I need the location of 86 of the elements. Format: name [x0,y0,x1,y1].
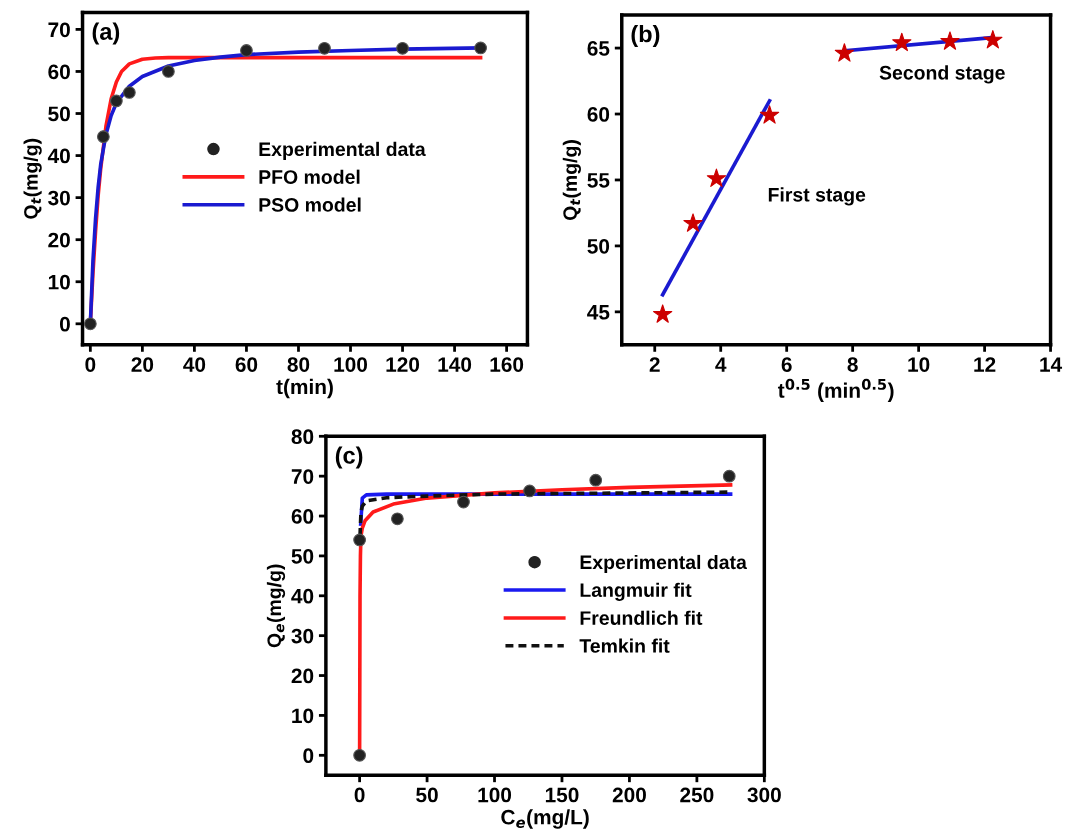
x-tick-label: 250 [680,787,714,803]
annotation: First stage [768,187,866,206]
y-tick-label: 10 [292,708,314,724]
y-tick-label: 50 [291,548,314,564]
y-tick-label: 50 [587,238,610,254]
point [96,130,110,144]
point [391,512,404,526]
point [353,748,366,762]
x-tick-label: 40 [183,357,206,372]
y-tick-label: 20 [291,668,314,684]
x-tick-label: 160 [490,357,524,372]
y-tick-label: 10 [48,274,70,290]
x-tick-label: 200 [612,787,646,803]
x-tick-label: 8 [847,357,858,372]
legend-label: Experimental data [580,554,747,574]
y-tick-label: 20 [48,232,70,248]
y-tick-label: 50 [48,106,70,122]
y-tick-label: 60 [291,509,314,524]
y-tick-label: 70 [48,22,70,38]
x-tick-label: 0 [85,357,96,372]
point [940,31,960,50]
x-tick-label: 2 [649,357,660,372]
x-tick-label: 100 [334,357,368,372]
point [110,94,123,108]
x-tick-label: 140 [438,357,472,372]
x-tick-label: 10 [908,357,930,372]
point [523,484,536,498]
x-tick-label: 150 [545,787,579,803]
y-tick-label: 30 [48,190,70,206]
point [83,317,97,331]
point [123,86,136,99]
x-tick-label: 60 [235,357,258,372]
chart-title: (c) [335,446,363,469]
x-tick-label: 100 [478,787,512,803]
y-tick-label: 65 [587,41,610,56]
point [759,105,780,124]
legend-label: PFO model [259,169,360,184]
y-tick-label: 40 [291,588,314,604]
y-tick-label: 40 [47,148,70,164]
point [653,304,673,323]
legend-label: Freundlich fit [580,610,703,625]
point [162,65,175,78]
y-tick-label: 55 [587,173,610,188]
point [240,44,253,57]
chart-title: (b) [631,24,660,47]
x-axis-title: t$^{0.5}$ (min$^{0.5}$) [777,378,894,402]
x-tick-label: 50 [416,787,438,803]
point [474,41,487,55]
y-tick-label: 80 [291,429,314,445]
point [353,533,366,547]
legend-label: Experimental data [259,141,426,160]
point [396,41,409,55]
x-tick-label: 20 [131,357,154,372]
x-axis-title: C$_{e}$(mg/L) [501,809,589,829]
legend-label: Temkin fit [579,638,670,653]
point [706,168,727,187]
y-tick-label: 60 [48,64,70,80]
y-axis-title: Q$_{t}$(mg/g) [562,140,581,221]
point [318,41,331,55]
annotation: Second stage [879,65,1005,84]
point [683,213,703,232]
point [834,43,855,62]
chart-title: (a) [92,22,120,45]
x-axis-title: t(min) [276,378,333,399]
y-tick-label: 70 [291,469,314,484]
y-tick-label: 45 [587,305,610,320]
legend-label: PSO model [259,197,361,212]
point [589,473,603,487]
x-tick-label: 14 [1040,357,1063,372]
y-axis-title: Q$_{e}$(mg/g) [266,564,286,648]
point [983,30,1003,49]
y-tick-label: 30 [291,628,314,644]
legend-label: Langmuir fit [580,582,692,601]
y-tick-label: 0 [59,316,70,332]
x-tick-label: 6 [781,357,792,372]
point [722,469,736,483]
y-tick-label: 60 [587,107,610,122]
x-tick-label: 4 [715,357,727,372]
point [892,32,912,52]
point [457,495,470,509]
y-tick-label: 0 [303,748,314,764]
x-tick-label: 12 [974,357,996,372]
y-axis-title: Q$_{t}$(mg/g) [23,138,42,219]
x-tick-label: 0 [354,787,365,803]
x-tick-label: 300 [747,787,781,803]
x-tick-label: 120 [386,357,420,372]
